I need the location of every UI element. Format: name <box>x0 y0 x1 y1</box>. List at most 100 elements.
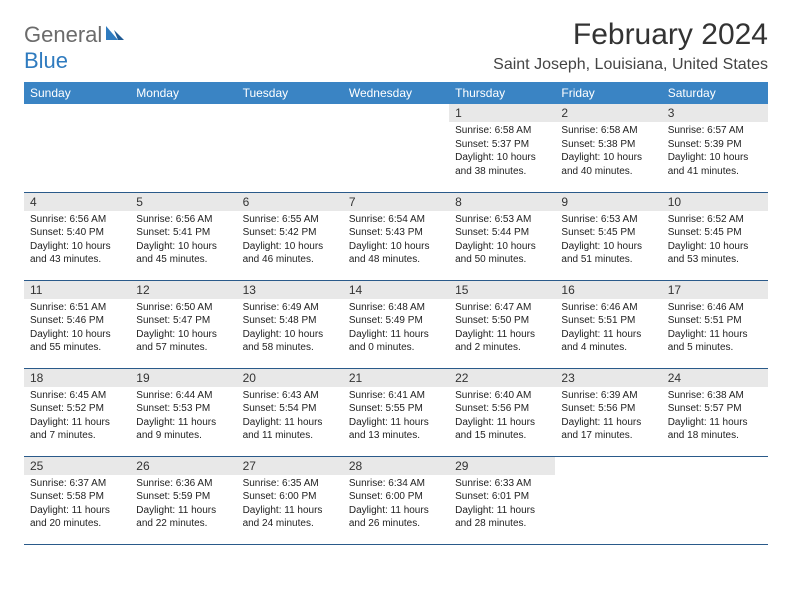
calendar-cell: 3Sunrise: 6:57 AMSunset: 5:39 PMDaylight… <box>662 104 768 192</box>
day-detail-line: Daylight: 11 hours <box>561 416 655 430</box>
day-header: Sunday <box>24 82 130 104</box>
day-header-row: Sunday Monday Tuesday Wednesday Thursday… <box>24 82 768 104</box>
day-details: Sunrise: 6:46 AMSunset: 5:51 PMDaylight:… <box>555 299 661 359</box>
day-detail-line: Sunrise: 6:46 AM <box>561 301 655 315</box>
day-detail-line: and 45 minutes. <box>136 253 230 267</box>
day-detail-line: Sunrise: 6:47 AM <box>455 301 549 315</box>
day-detail-line: and 48 minutes. <box>349 253 443 267</box>
day-detail-line: Sunrise: 6:53 AM <box>561 213 655 227</box>
day-number: 1 <box>449 104 555 122</box>
day-detail-line: Daylight: 10 hours <box>136 240 230 254</box>
day-detail-line: Sunrise: 6:57 AM <box>668 124 762 138</box>
day-detail-line: Daylight: 11 hours <box>30 504 124 518</box>
day-header: Friday <box>555 82 661 104</box>
day-detail-line: Sunset: 6:00 PM <box>243 490 337 504</box>
day-detail-line: and 7 minutes. <box>30 429 124 443</box>
calendar-cell: 17 Sunrise: 6:46 AMSunset: 5:51 PMDayligh… <box>662 280 768 368</box>
day-details: Sunrise: 6:53 AMSunset: 5:44 PMDaylight:… <box>449 211 555 271</box>
day-detail-line: and 57 minutes. <box>136 341 230 355</box>
day-details: Sunrise: 6:58 AMSunset: 5:37 PMDaylight:… <box>449 122 555 182</box>
calendar-cell: 14Sunrise: 6:48 AMSunset: 5:49 PMDayligh… <box>343 280 449 368</box>
day-detail-line: Sunset: 5:56 PM <box>455 402 549 416</box>
day-detail-line: and 50 minutes. <box>455 253 549 267</box>
day-detail-line: Sunset: 5:39 PM <box>668 138 762 152</box>
day-detail-line: Sunrise: 6:55 AM <box>243 213 337 227</box>
calendar-cell <box>130 104 236 192</box>
day-details: Sunrise: 6:43 AMSunset: 5:54 PMDaylight:… <box>237 387 343 447</box>
day-details <box>237 108 343 114</box>
calendar-cell <box>237 104 343 192</box>
day-detail-line: and 26 minutes. <box>349 517 443 531</box>
day-detail-line: Daylight: 11 hours <box>668 416 762 430</box>
calendar-cell: 1Sunrise: 6:58 AMSunset: 5:37 PMDaylight… <box>449 104 555 192</box>
day-detail-line: and 24 minutes. <box>243 517 337 531</box>
day-details: Sunrise: 6:52 AMSunset: 5:45 PMDaylight:… <box>662 211 768 271</box>
day-detail-line: and 15 minutes. <box>455 429 549 443</box>
day-detail-line: Daylight: 11 hours <box>668 328 762 342</box>
day-details: Sunrise: 6:45 AMSunset: 5:52 PMDaylight:… <box>24 387 130 447</box>
day-detail-line: Sunset: 5:51 PM <box>668 314 762 328</box>
day-detail-line: Sunrise: 6:44 AM <box>136 389 230 403</box>
day-number: 27 <box>237 457 343 475</box>
brand-logo: GeneralBlue <box>24 18 126 74</box>
day-detail-line: Sunrise: 6:37 AM <box>30 477 124 491</box>
day-detail-line: and 5 minutes. <box>668 341 762 355</box>
day-details: Sunrise: 6:44 AMSunset: 5:53 PMDaylight:… <box>130 387 236 447</box>
day-detail-line: Sunset: 5:43 PM <box>349 226 443 240</box>
calendar-cell: 18Sunrise: 6:45 AMSunset: 5:52 PMDayligh… <box>24 368 130 456</box>
calendar-cell: 16Sunrise: 6:46 AMSunset: 5:51 PMDayligh… <box>555 280 661 368</box>
day-detail-line: and 46 minutes. <box>243 253 337 267</box>
day-header: Monday <box>130 82 236 104</box>
day-number: 12 <box>130 281 236 299</box>
day-detail-line: and 13 minutes. <box>349 429 443 443</box>
day-detail-line: Sunrise: 6:53 AM <box>455 213 549 227</box>
day-detail-line: and 0 minutes. <box>349 341 443 355</box>
calendar-cell: 10Sunrise: 6:52 AMSunset: 5:45 PMDayligh… <box>662 192 768 280</box>
calendar-cell: 20Sunrise: 6:43 AMSunset: 5:54 PMDayligh… <box>237 368 343 456</box>
calendar-cell: 22Sunrise: 6:40 AMSunset: 5:56 PMDayligh… <box>449 368 555 456</box>
calendar-cell: 24Sunrise: 6:38 AMSunset: 5:57 PMDayligh… <box>662 368 768 456</box>
day-detail-line: and 22 minutes. <box>136 517 230 531</box>
day-detail-line: Sunrise: 6:46 AM <box>668 301 762 315</box>
day-details: Sunrise: 6:55 AMSunset: 5:42 PMDaylight:… <box>237 211 343 271</box>
day-number: 9 <box>555 193 661 211</box>
day-number: 17 <box>662 281 768 299</box>
day-number: 2 <box>555 104 661 122</box>
day-detail-line: Sunrise: 6:51 AM <box>30 301 124 315</box>
day-details: Sunrise: 6:56 AMSunset: 5:40 PMDaylight:… <box>24 211 130 271</box>
day-detail-line: Sunset: 6:01 PM <box>455 490 549 504</box>
day-details: Sunrise: 6:56 AMSunset: 5:41 PMDaylight:… <box>130 211 236 271</box>
day-detail-line: Sunset: 5:38 PM <box>561 138 655 152</box>
day-number: 14 <box>343 281 449 299</box>
day-detail-line: Sunset: 5:47 PM <box>136 314 230 328</box>
calendar-cell: 13Sunrise: 6:49 AMSunset: 5:48 PMDayligh… <box>237 280 343 368</box>
day-detail-line: Sunset: 5:41 PM <box>136 226 230 240</box>
calendar-cell: 27Sunrise: 6:35 AMSunset: 6:00 PMDayligh… <box>237 456 343 544</box>
day-detail-line: Sunset: 5:56 PM <box>561 402 655 416</box>
day-detail-line: Daylight: 10 hours <box>30 328 124 342</box>
day-detail-line: and 2 minutes. <box>455 341 549 355</box>
day-number: 5 <box>130 193 236 211</box>
brand-part1: General <box>24 22 102 48</box>
day-detail-line: Daylight: 10 hours <box>668 151 762 165</box>
calendar-cell: 9Sunrise: 6:53 AMSunset: 5:45 PMDaylight… <box>555 192 661 280</box>
day-detail-line: Daylight: 11 hours <box>349 328 443 342</box>
day-details: Sunrise: 6:53 AMSunset: 5:45 PMDaylight:… <box>555 211 661 271</box>
day-detail-line: and 55 minutes. <box>30 341 124 355</box>
day-number: 23 <box>555 369 661 387</box>
day-detail-line: Daylight: 11 hours <box>349 416 443 430</box>
day-number: 4 <box>24 193 130 211</box>
day-number: 16 <box>555 281 661 299</box>
day-detail-line: and 51 minutes. <box>561 253 655 267</box>
day-details: Sunrise: 6:49 AMSunset: 5:48 PMDaylight:… <box>237 299 343 359</box>
day-detail-line: and 38 minutes. <box>455 165 549 179</box>
day-detail-line: Sunset: 5:49 PM <box>349 314 443 328</box>
day-details <box>24 108 130 114</box>
calendar-cell <box>24 104 130 192</box>
day-number: 28 <box>343 457 449 475</box>
day-detail-line: Sunset: 5:55 PM <box>349 402 443 416</box>
day-detail-line: and 28 minutes. <box>455 517 549 531</box>
day-number: 29 <box>449 457 555 475</box>
day-detail-line: Sunset: 5:45 PM <box>668 226 762 240</box>
location-label: Saint Joseph, Louisiana, United States <box>493 56 768 74</box>
